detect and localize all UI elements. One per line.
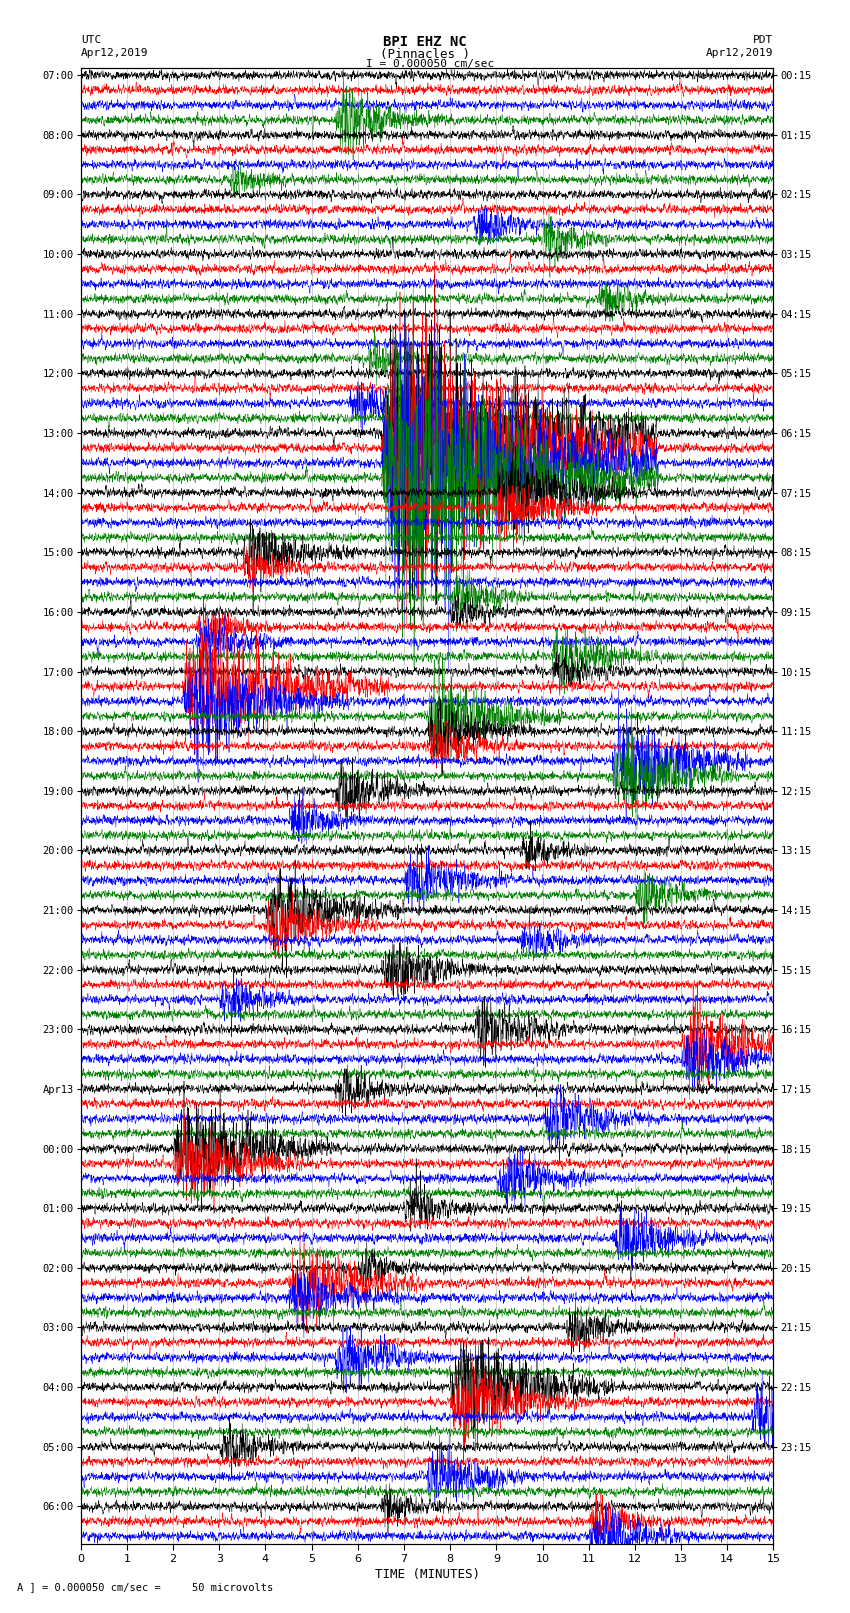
Text: BPI EHZ NC: BPI EHZ NC xyxy=(383,35,467,48)
X-axis label: TIME (MINUTES): TIME (MINUTES) xyxy=(375,1568,479,1581)
Text: I = 0.000050 cm/sec: I = 0.000050 cm/sec xyxy=(366,58,494,69)
Text: PDT: PDT xyxy=(753,35,774,45)
Text: A ] = 0.000050 cm/sec =     50 microvolts: A ] = 0.000050 cm/sec = 50 microvolts xyxy=(17,1582,273,1592)
Text: Apr12,2019: Apr12,2019 xyxy=(706,47,774,58)
Text: (Pinnacles ): (Pinnacles ) xyxy=(380,47,470,61)
Text: Apr12,2019: Apr12,2019 xyxy=(81,47,148,58)
Text: UTC: UTC xyxy=(81,35,101,45)
